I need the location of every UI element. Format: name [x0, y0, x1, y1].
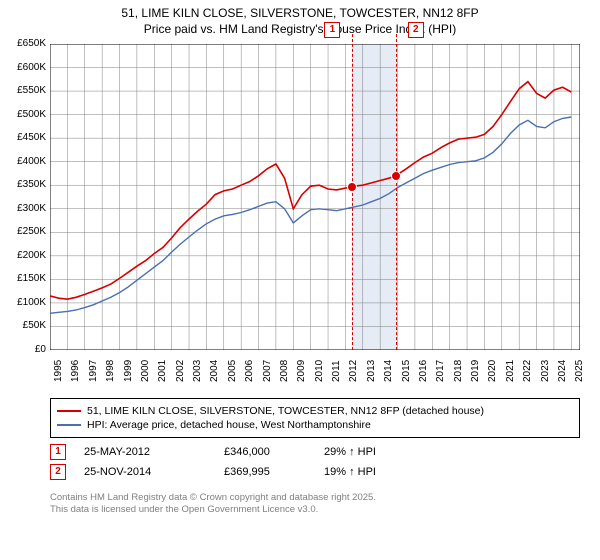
- legend-item: HPI: Average price, detached house, West…: [57, 419, 573, 431]
- ytick-label: £400K: [6, 156, 46, 167]
- xtick-label: 2018: [453, 360, 464, 382]
- xtick-label: 2004: [209, 360, 220, 382]
- marker-dot-1: [347, 182, 357, 192]
- xtick-label: 2013: [366, 360, 377, 382]
- xtick-label: 2010: [314, 360, 325, 382]
- chart-svg: [50, 44, 580, 350]
- xtick-label: 1997: [88, 360, 99, 382]
- xtick-label: 2012: [348, 360, 359, 382]
- ytick-label: £0: [6, 344, 46, 355]
- xtick-label: 2024: [557, 360, 568, 382]
- ytick-label: £600K: [6, 62, 46, 73]
- xtick-label: 2008: [279, 360, 290, 382]
- xtick-label: 1995: [53, 360, 64, 382]
- xtick-label: 2020: [487, 360, 498, 382]
- xtick-label: 2015: [401, 360, 412, 382]
- chart-title: 51, LIME KILN CLOSE, SILVERSTONE, TOWCES…: [0, 0, 600, 37]
- chart-plot-area: 12: [50, 44, 580, 350]
- transaction-hpi: 29% ↑ HPI: [324, 446, 444, 458]
- xtick-label: 2025: [574, 360, 585, 382]
- xtick-label: 1996: [70, 360, 81, 382]
- transaction-badge: 1: [50, 444, 66, 460]
- xtick-label: 2009: [296, 360, 307, 382]
- xtick-label: 2001: [157, 360, 168, 382]
- xtick-label: 2019: [470, 360, 481, 382]
- xtick-label: 2005: [227, 360, 238, 382]
- legend-label: HPI: Average price, detached house, West…: [87, 419, 371, 431]
- ytick-label: £100K: [6, 297, 46, 308]
- ytick-label: £200K: [6, 250, 46, 261]
- transaction-price: £346,000: [224, 446, 324, 458]
- marker-badge-2: 2: [408, 22, 424, 38]
- title-line-2: Price paid vs. HM Land Registry's House …: [0, 22, 600, 38]
- xtick-label: 2000: [140, 360, 151, 382]
- transaction-badge: 2: [50, 464, 66, 480]
- xtick-label: 2017: [435, 360, 446, 382]
- xtick-label: 2014: [383, 360, 394, 382]
- xtick-label: 1999: [123, 360, 134, 382]
- xtick-label: 2021: [505, 360, 516, 382]
- xtick-label: 2011: [331, 360, 342, 382]
- ytick-label: £250K: [6, 226, 46, 237]
- ytick-label: £150K: [6, 273, 46, 284]
- transaction-row: 2 25-NOV-2014£369,99519% ↑ HPI: [50, 462, 444, 482]
- xtick-label: 2003: [192, 360, 203, 382]
- legend-label: 51, LIME KILN CLOSE, SILVERSTONE, TOWCES…: [87, 405, 484, 417]
- transaction-date: 25-MAY-2012: [84, 446, 224, 458]
- marker-dot-2: [391, 171, 401, 181]
- legend-item: 51, LIME KILN CLOSE, SILVERSTONE, TOWCES…: [57, 405, 573, 417]
- footnote: Contains HM Land Registry data © Crown c…: [50, 492, 580, 517]
- title-line-1: 51, LIME KILN CLOSE, SILVERSTONE, TOWCES…: [0, 6, 600, 22]
- marker-vline: [396, 34, 397, 350]
- xtick-label: 2007: [262, 360, 273, 382]
- xtick-label: 2006: [244, 360, 255, 382]
- xtick-label: 1998: [105, 360, 116, 382]
- ytick-label: £350K: [6, 179, 46, 190]
- xtick-label: 2023: [540, 360, 551, 382]
- marker-badge-1: 1: [324, 22, 340, 38]
- footnote-line-2: This data is licensed under the Open Gov…: [50, 504, 580, 516]
- ytick-label: £450K: [6, 132, 46, 143]
- transaction-date: 25-NOV-2014: [84, 466, 224, 478]
- legend-swatch: [57, 410, 81, 412]
- transaction-row: 1 25-MAY-2012£346,00029% ↑ HPI: [50, 442, 444, 462]
- xtick-label: 2002: [175, 360, 186, 382]
- ytick-label: £500K: [6, 109, 46, 120]
- ytick-label: £650K: [6, 38, 46, 49]
- transaction-hpi: 19% ↑ HPI: [324, 466, 444, 478]
- xtick-label: 2016: [418, 360, 429, 382]
- ytick-label: £50K: [6, 320, 46, 331]
- xtick-label: 2022: [522, 360, 533, 382]
- transactions-table: 1 25-MAY-2012£346,00029% ↑ HPI 2 25-NOV-201…: [50, 442, 444, 482]
- legend-swatch: [57, 424, 81, 426]
- legend-box: 51, LIME KILN CLOSE, SILVERSTONE, TOWCES…: [50, 398, 580, 438]
- ytick-label: £300K: [6, 203, 46, 214]
- transaction-price: £369,995: [224, 466, 324, 478]
- footnote-line-1: Contains HM Land Registry data © Crown c…: [50, 492, 580, 504]
- ytick-label: £550K: [6, 85, 46, 96]
